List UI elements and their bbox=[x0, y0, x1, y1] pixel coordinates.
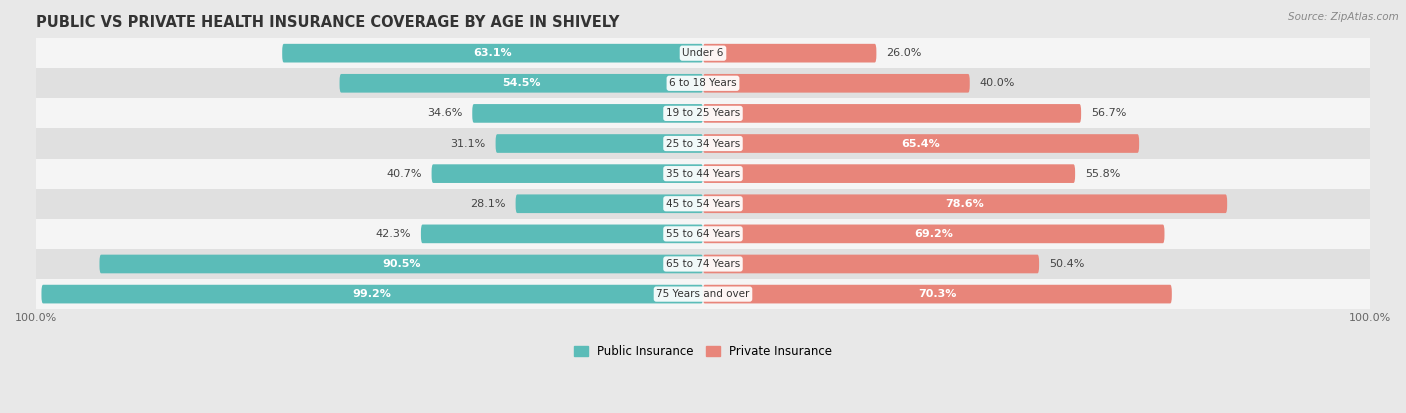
Text: Source: ZipAtlas.com: Source: ZipAtlas.com bbox=[1288, 12, 1399, 22]
FancyBboxPatch shape bbox=[703, 164, 1076, 183]
Bar bbox=[37, 68, 1369, 98]
Text: 78.6%: 78.6% bbox=[946, 199, 984, 209]
FancyBboxPatch shape bbox=[495, 134, 703, 153]
FancyBboxPatch shape bbox=[703, 225, 1164, 243]
Bar bbox=[37, 189, 1369, 219]
Bar bbox=[37, 279, 1369, 309]
Text: Under 6: Under 6 bbox=[682, 48, 724, 58]
FancyBboxPatch shape bbox=[472, 104, 703, 123]
Text: 40.7%: 40.7% bbox=[387, 169, 422, 179]
Bar bbox=[37, 38, 1369, 68]
Text: 35 to 44 Years: 35 to 44 Years bbox=[666, 169, 740, 179]
Text: 54.5%: 54.5% bbox=[502, 78, 540, 88]
FancyBboxPatch shape bbox=[283, 44, 703, 62]
FancyBboxPatch shape bbox=[703, 44, 876, 62]
Bar bbox=[37, 128, 1369, 159]
Bar bbox=[37, 219, 1369, 249]
FancyBboxPatch shape bbox=[703, 104, 1081, 123]
Bar bbox=[37, 159, 1369, 189]
Text: 26.0%: 26.0% bbox=[886, 48, 922, 58]
Text: 31.1%: 31.1% bbox=[450, 138, 485, 149]
Text: 28.1%: 28.1% bbox=[470, 199, 506, 209]
Text: 69.2%: 69.2% bbox=[914, 229, 953, 239]
Text: 65 to 74 Years: 65 to 74 Years bbox=[666, 259, 740, 269]
Text: 50.4%: 50.4% bbox=[1049, 259, 1084, 269]
Text: 56.7%: 56.7% bbox=[1091, 108, 1126, 119]
Text: 45 to 54 Years: 45 to 54 Years bbox=[666, 199, 740, 209]
FancyBboxPatch shape bbox=[703, 285, 1171, 304]
FancyBboxPatch shape bbox=[340, 74, 703, 93]
Text: 6 to 18 Years: 6 to 18 Years bbox=[669, 78, 737, 88]
FancyBboxPatch shape bbox=[703, 255, 1039, 273]
Text: 19 to 25 Years: 19 to 25 Years bbox=[666, 108, 740, 119]
Text: 55 to 64 Years: 55 to 64 Years bbox=[666, 229, 740, 239]
FancyBboxPatch shape bbox=[41, 285, 703, 304]
FancyBboxPatch shape bbox=[420, 225, 703, 243]
Text: 90.5%: 90.5% bbox=[382, 259, 420, 269]
Text: PUBLIC VS PRIVATE HEALTH INSURANCE COVERAGE BY AGE IN SHIVELY: PUBLIC VS PRIVATE HEALTH INSURANCE COVER… bbox=[37, 15, 620, 30]
Text: 34.6%: 34.6% bbox=[427, 108, 463, 119]
FancyBboxPatch shape bbox=[703, 195, 1227, 213]
Text: 55.8%: 55.8% bbox=[1085, 169, 1121, 179]
FancyBboxPatch shape bbox=[516, 195, 703, 213]
Bar bbox=[37, 98, 1369, 128]
FancyBboxPatch shape bbox=[703, 134, 1139, 153]
Text: 99.2%: 99.2% bbox=[353, 289, 392, 299]
Legend: Public Insurance, Private Insurance: Public Insurance, Private Insurance bbox=[569, 340, 837, 363]
FancyBboxPatch shape bbox=[703, 74, 970, 93]
FancyBboxPatch shape bbox=[100, 255, 703, 273]
Text: 40.0%: 40.0% bbox=[980, 78, 1015, 88]
Text: 75 Years and over: 75 Years and over bbox=[657, 289, 749, 299]
FancyBboxPatch shape bbox=[432, 164, 703, 183]
Text: 25 to 34 Years: 25 to 34 Years bbox=[666, 138, 740, 149]
Text: 65.4%: 65.4% bbox=[901, 138, 941, 149]
Bar bbox=[37, 249, 1369, 279]
Text: 70.3%: 70.3% bbox=[918, 289, 956, 299]
Text: 42.3%: 42.3% bbox=[375, 229, 411, 239]
Text: 63.1%: 63.1% bbox=[474, 48, 512, 58]
